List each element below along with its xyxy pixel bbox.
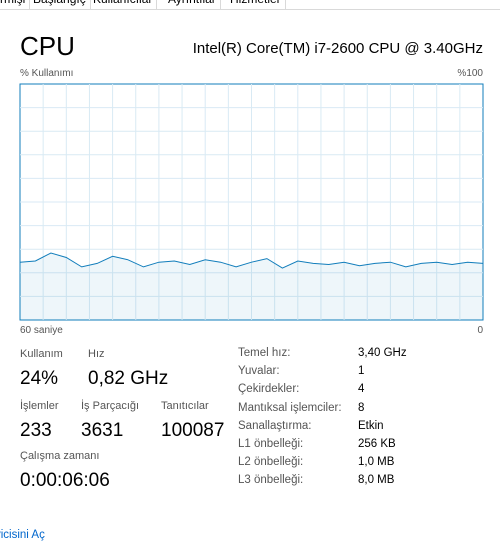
- stat-value: 24%: [20, 368, 59, 389]
- y-axis-label: % Kullanımı: [20, 68, 74, 79]
- detail-label: Sanallaştırma:: [238, 419, 312, 432]
- usage-area: [20, 253, 483, 320]
- tab[interactable]: Hizmetler: [226, 0, 286, 9]
- stat-label: Çalışma zamanı: [20, 450, 100, 462]
- tab[interactable]: Kullanıcılar: [89, 0, 158, 9]
- stat-label: Kullanım: [20, 348, 63, 360]
- detail-value: 256 KB: [358, 438, 396, 450]
- detail-value: 4: [358, 383, 365, 396]
- stat-label: Hız: [88, 348, 105, 360]
- tab[interactable]: Başlangıç: [29, 0, 91, 9]
- tab[interactable]: Ayrıntılar: [164, 0, 221, 9]
- x-tick-label: 0: [477, 325, 483, 336]
- detail-label: Çekirdekler:: [238, 383, 300, 396]
- detail-label: L2 önbelleği:: [238, 456, 304, 469]
- detail-value: 8,0 MB: [358, 474, 395, 487]
- detail-label: Mantıksal işlemciler:: [238, 401, 342, 414]
- open-resource-monitor-link[interactable]: yicisini Aç: [0, 529, 45, 541]
- detail-label: Yuvalar:: [238, 365, 280, 378]
- stat-label: İş Parçacığı: [81, 400, 140, 412]
- stat-value: 233: [20, 420, 52, 441]
- detail-label: L1 önbelleği:: [238, 438, 304, 450]
- stat-value: 3631: [81, 420, 124, 441]
- detail-value: 8: [358, 401, 365, 414]
- title: CPU: [20, 31, 75, 61]
- tab[interactable]: rmişi: [0, 0, 31, 9]
- cpu-model: Intel(R) Core(TM) i7-2600 CPU @ 3.40GHz: [192, 40, 483, 57]
- stat-label: Tanıtıcılar: [161, 400, 209, 412]
- tab-bar: rmişiBaşlangıçKullanıcılar Ayrıntılar Hizm…: [0, 0, 500, 10]
- x-tick-label: 60 saniye: [20, 325, 63, 336]
- detail-label: Temel hız:: [238, 347, 291, 359]
- stat-value: 0:00:06:06: [20, 470, 110, 491]
- y-tick-label: %100: [457, 68, 483, 79]
- detail-label: L3 önbelleği:: [238, 474, 304, 487]
- detail-value: 1: [358, 365, 365, 378]
- usage-line: [19, 252, 484, 269]
- detail-value: 1,0 MB: [358, 456, 395, 469]
- detail-value: 3,40 GHz: [358, 347, 407, 359]
- stat-value: 0,82 GHz: [88, 368, 169, 389]
- stat-value: 100087: [161, 420, 225, 441]
- stat-label: İşlemler: [20, 400, 59, 412]
- detail-value: Etkin: [358, 419, 384, 432]
